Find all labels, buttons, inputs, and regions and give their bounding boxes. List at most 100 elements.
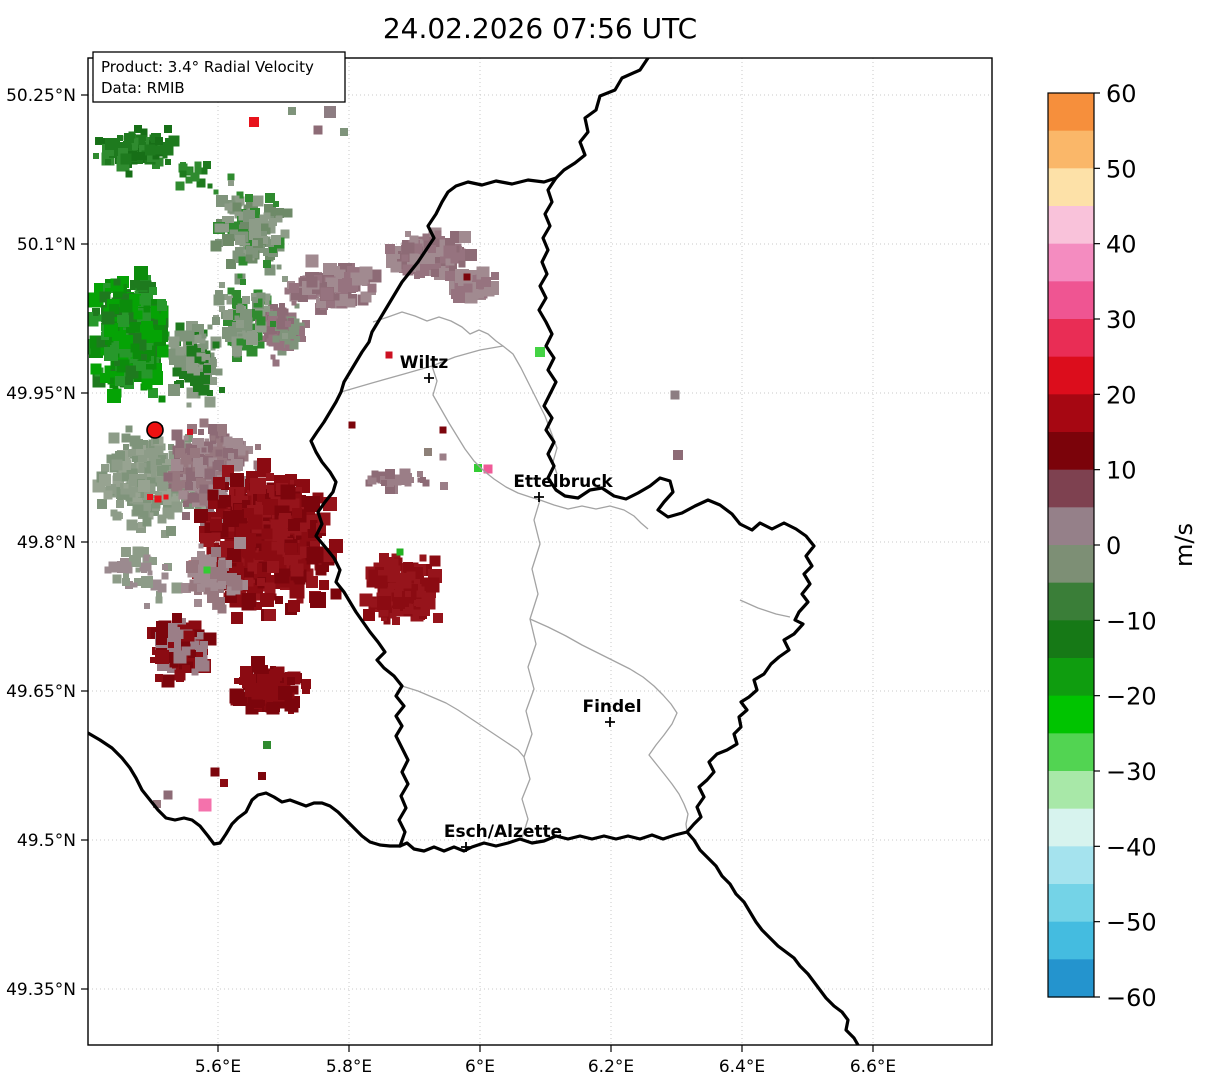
velocity-pixel (449, 263, 457, 271)
velocity-pixel (476, 266, 490, 280)
velocity-pixel (242, 296, 250, 304)
velocity-pixel (403, 562, 413, 572)
city-marker-icon (605, 717, 615, 727)
velocity-pixel (363, 609, 375, 621)
velocity-pixel (228, 180, 234, 186)
velocity-pixel (139, 145, 149, 155)
velocity-pixel (132, 582, 138, 588)
velocity-pixel (245, 194, 253, 202)
velocity-pixel (208, 424, 218, 434)
colorbar-tick-label: −20 (1106, 683, 1157, 711)
velocity-pixel (126, 561, 132, 567)
velocity-pixel (138, 480, 150, 492)
velocity-pixel (235, 196, 245, 206)
velocity-pixel (346, 298, 356, 308)
velocity-pixel (108, 432, 120, 444)
velocity-pixel (161, 674, 175, 688)
colorbar-band (1048, 356, 1094, 395)
velocity-pixel (274, 208, 284, 218)
y-tick-label: 49.95°N (6, 384, 76, 404)
velocity-pixel (210, 240, 222, 252)
velocity-pixel (385, 244, 395, 254)
velocity-pixel (112, 331, 122, 341)
velocity-pixel (101, 464, 109, 472)
velocity-pixel (142, 517, 152, 527)
velocity-field (88, 106, 683, 812)
colorbar-band (1048, 582, 1094, 621)
velocity-pixel (117, 156, 123, 162)
velocity-pixel (215, 449, 223, 457)
velocity-pixel (434, 230, 442, 238)
velocity-pixel (458, 260, 466, 268)
velocity-pixel (445, 238, 455, 248)
velocity-pixel-single (163, 494, 169, 500)
city-label: Esch/Alzette (444, 822, 562, 842)
velocity-pixel (278, 701, 286, 709)
country-border-france-belgium (88, 731, 402, 848)
velocity-pixel (136, 445, 146, 455)
velocity-pixel (421, 577, 431, 587)
velocity-pixel (216, 198, 222, 204)
velocity-pixel (289, 583, 305, 599)
velocity-pixel (272, 359, 280, 367)
colorbar-band (1048, 507, 1094, 546)
velocity-pixel (105, 138, 117, 150)
velocity-pixel (483, 285, 495, 297)
velocity-pixel (272, 335, 280, 343)
velocity-pixel-single (385, 351, 393, 359)
velocity-pixel (157, 466, 167, 476)
velocity-pixel (99, 291, 111, 303)
velocity-pixel (426, 255, 432, 261)
velocity-pixel-single (463, 273, 471, 281)
velocity-pixel (139, 295, 149, 305)
velocity-pixel (162, 324, 168, 330)
velocity-pixel (204, 354, 210, 360)
velocity-pixel (263, 212, 271, 220)
velocity-pixel (242, 500, 250, 508)
velocity-pixel (118, 148, 128, 158)
velocity-pixel (260, 236, 268, 244)
velocity-pixel (97, 499, 107, 509)
velocity-pixel (261, 540, 273, 552)
velocity-pixel (230, 473, 244, 487)
velocity-pixel (162, 564, 168, 570)
velocity-pixel (195, 465, 207, 477)
velocity-pixel (168, 483, 174, 489)
velocity-pixel (162, 507, 174, 519)
velocity-pixel (223, 310, 233, 320)
velocity-pixel (245, 446, 253, 454)
velocity-cluster-darkred-south (229, 656, 311, 715)
velocity-pixel-single (673, 450, 683, 460)
velocity-pixel (406, 571, 416, 581)
velocity-pixel (201, 576, 207, 582)
velocity-pixel (168, 444, 174, 450)
x-tick-label: 6.2°E (588, 1057, 634, 1077)
velocity-pixel (88, 315, 99, 327)
velocity-pixel (379, 607, 389, 617)
velocity-pixel (196, 559, 206, 569)
velocity-pixel (237, 333, 243, 339)
velocity-pixel (246, 345, 258, 357)
velocity-pixel (445, 256, 455, 266)
velocity-pixel (107, 377, 115, 385)
velocity-pixel (101, 311, 115, 325)
velocity-pixel (121, 460, 131, 470)
velocity-pixel (305, 254, 319, 268)
velocity-pixel (280, 229, 290, 239)
velocity-pixel (185, 482, 193, 490)
velocity-pixel (367, 475, 377, 485)
velocity-pixel (141, 378, 153, 390)
velocity-pixel (148, 388, 158, 398)
canton-border-line (401, 685, 525, 758)
velocity-pixel (182, 665, 190, 673)
velocity-pixel (377, 596, 391, 610)
velocity-pixel (269, 326, 277, 334)
velocity-pixel (236, 224, 244, 232)
velocity-pixel (237, 303, 243, 309)
velocity-pixel (179, 170, 187, 178)
velocity-pixel (150, 282, 156, 288)
velocity-pixel (156, 459, 162, 465)
velocity-pixel (232, 202, 242, 212)
velocity-pixel (88, 339, 90, 351)
velocity-pixel (404, 479, 412, 487)
